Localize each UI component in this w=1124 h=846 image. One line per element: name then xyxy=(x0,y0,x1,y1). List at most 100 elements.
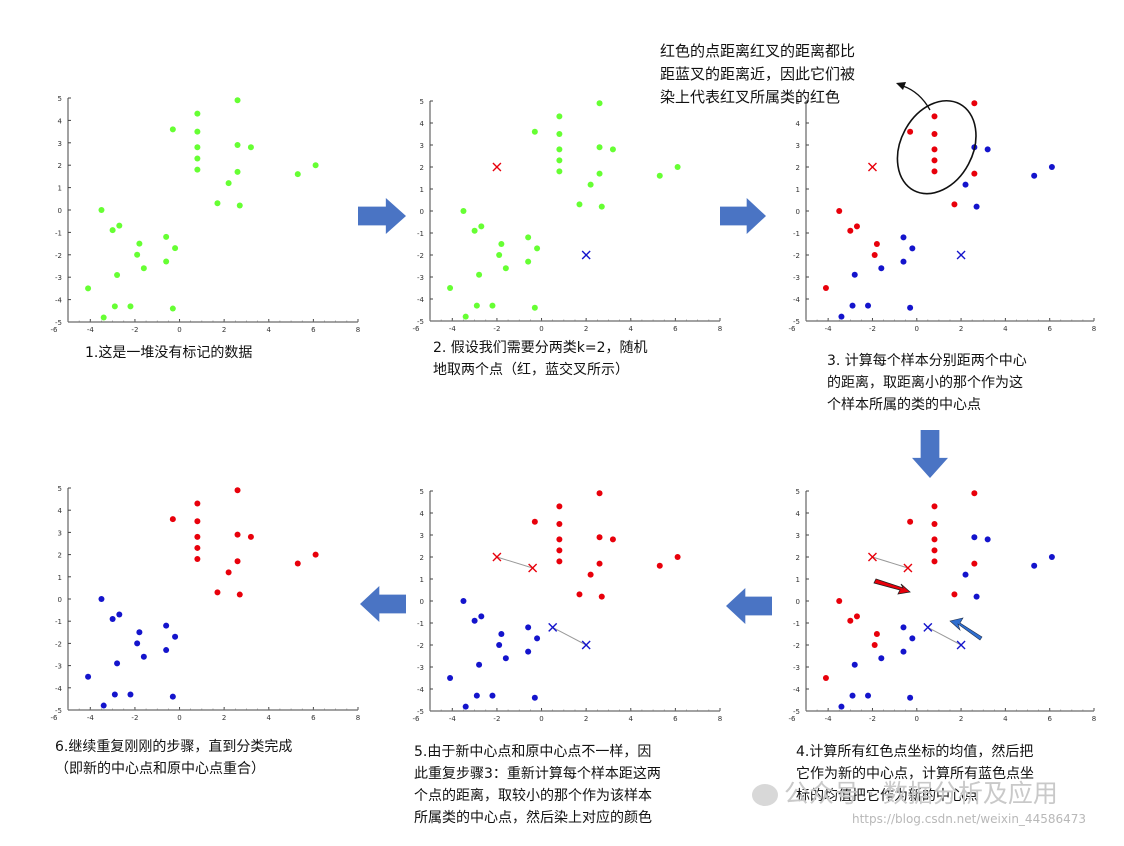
data-point xyxy=(587,571,594,578)
blue-move-arrow-icon xyxy=(949,617,983,641)
x-tick-label: 6 xyxy=(673,325,678,333)
data-point xyxy=(851,661,858,668)
y-tick-label: 0 xyxy=(796,208,800,216)
y-tick-label: 0 xyxy=(796,598,800,606)
x-tick-label: 8 xyxy=(718,715,722,723)
x-tick-label: 4 xyxy=(267,714,272,722)
x-tick-label: 8 xyxy=(718,325,722,333)
red-center-cross-stroke-b xyxy=(528,563,538,573)
caption-step-4-line-1: 4.计算所有红色点坐标的均值，然后把 xyxy=(796,744,1034,760)
scatter-panel-2: 5 4 3 2 1 0 -1 -2 -3 -4 -5-6 -4 -2 0 2 4 6 8 xyxy=(413,98,723,333)
y-tick-label: 4 xyxy=(58,507,63,515)
data-point xyxy=(140,653,147,660)
y-tick-label: -5 xyxy=(793,318,800,326)
y-tick-label: 1 xyxy=(420,576,424,584)
data-point xyxy=(878,655,885,662)
data-point xyxy=(822,285,829,291)
x-tick-label: 0 xyxy=(915,715,919,723)
y-tick-label: 1 xyxy=(58,574,62,582)
y-tick-label: -4 xyxy=(417,686,425,694)
data-point xyxy=(556,157,563,164)
data-point xyxy=(534,245,541,252)
data-point xyxy=(1031,562,1038,569)
x-tick-label: 0 xyxy=(539,325,543,333)
data-point xyxy=(214,589,221,596)
x-tick-label: 4 xyxy=(1003,715,1008,723)
data-point xyxy=(838,313,845,320)
data-point xyxy=(136,240,143,247)
data-point xyxy=(476,271,483,278)
x-tick-label: 8 xyxy=(1092,325,1096,333)
data-point xyxy=(853,613,860,620)
data-point xyxy=(478,223,485,230)
data-point xyxy=(312,551,319,558)
data-point xyxy=(194,128,201,135)
y-tick-label: -4 xyxy=(55,297,63,305)
data-point xyxy=(462,313,469,320)
data-point xyxy=(172,633,179,640)
data-point xyxy=(214,200,221,207)
y-tick-label: 1 xyxy=(796,576,800,584)
y-tick-label: -5 xyxy=(417,708,424,716)
data-point xyxy=(931,113,938,120)
data-point xyxy=(531,128,538,135)
blue-center-cross-stroke-b xyxy=(923,622,933,632)
data-point xyxy=(971,170,978,177)
caption-step-5-line-1: 5.由于新中心点和原中心点不一样，因 xyxy=(414,744,652,760)
data-point xyxy=(169,126,176,133)
data-point xyxy=(931,503,938,510)
y-tick-label: -1 xyxy=(55,618,62,626)
annotation-line-3: 染上代表红叉所属类的红色 xyxy=(660,88,841,106)
data-point xyxy=(471,617,478,624)
x-tick-label: 2 xyxy=(584,715,588,723)
red-center-cross-stroke-b xyxy=(867,162,877,172)
caption-step-4-line-2: 它作为新的中心点，计算所有蓝色点坐 xyxy=(796,766,1034,782)
data-point xyxy=(116,611,123,618)
y-tick-label: -5 xyxy=(55,707,62,715)
y-tick-label: -2 xyxy=(55,640,62,648)
data-point xyxy=(109,615,116,622)
data-point xyxy=(1031,172,1038,179)
data-point xyxy=(951,591,958,598)
caption-step-3: 3. 计算每个样本分别距两个中心 的距离，取距离小的那个作为这 个样本所属的类的中心… xyxy=(827,350,1027,416)
data-point xyxy=(531,304,538,311)
data-point xyxy=(931,547,938,554)
data-point xyxy=(85,285,92,292)
scatter-panel-1: 5 4 3 2 1 0 -1 -2 -3 -4 -5-6 -4 -2 0 2 4 6 8 xyxy=(51,95,361,334)
data-point xyxy=(556,113,563,120)
x-tick-label: 0 xyxy=(915,325,919,333)
y-tick-label: 1 xyxy=(420,186,424,194)
blue-center-shift-line xyxy=(552,626,587,646)
data-point xyxy=(534,635,541,642)
flow-arrow-1-to-2-icon xyxy=(358,198,406,234)
data-point xyxy=(909,635,916,642)
blue-center-cross xyxy=(956,250,966,260)
data-point xyxy=(556,536,563,543)
x-tick-label: 6 xyxy=(673,715,678,723)
caption-step-3-line-1: 3. 计算每个样本分别距两个中心 xyxy=(827,353,1027,369)
data-point xyxy=(907,128,914,135)
red-center-cross xyxy=(903,563,913,573)
y-tick-label: -3 xyxy=(793,664,800,672)
data-point xyxy=(194,166,201,173)
y-tick-label: 3 xyxy=(58,140,62,148)
red-center-cross-stroke-b xyxy=(903,563,913,573)
data-point xyxy=(556,146,563,153)
data-point xyxy=(984,536,991,543)
annotation-graphics xyxy=(873,82,983,641)
x-tick-label: -2 xyxy=(493,715,500,723)
data-point xyxy=(234,487,241,494)
data-point xyxy=(674,164,681,170)
y-tick-label: -2 xyxy=(55,252,62,260)
x-tick-label: -2 xyxy=(869,325,876,333)
data-point xyxy=(851,271,858,278)
data-point xyxy=(98,207,105,213)
blue-center-previous xyxy=(581,640,591,650)
annotation-text: 红色的点距离红叉的距离都比 距蓝叉的距离近，因此它们被 染上代表红叉所属类的红色 xyxy=(660,40,855,109)
y-tick-label: 3 xyxy=(796,142,800,150)
data-point xyxy=(525,648,532,655)
data-point xyxy=(225,569,232,576)
data-point xyxy=(587,181,594,188)
data-point xyxy=(847,227,854,234)
data-point xyxy=(907,304,914,311)
